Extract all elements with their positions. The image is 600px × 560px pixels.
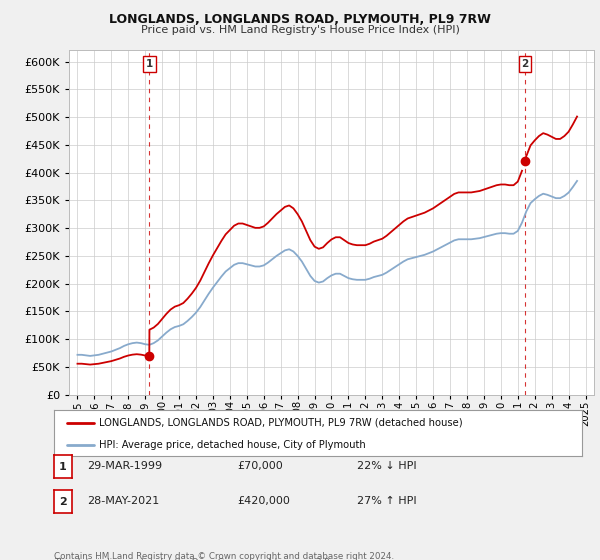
- Text: £420,000: £420,000: [237, 496, 290, 506]
- Text: Price paid vs. HM Land Registry's House Price Index (HPI): Price paid vs. HM Land Registry's House …: [140, 25, 460, 35]
- Text: 1: 1: [59, 462, 67, 472]
- Text: LONGLANDS, LONGLANDS ROAD, PLYMOUTH, PL9 7RW (detached house): LONGLANDS, LONGLANDS ROAD, PLYMOUTH, PL9…: [99, 418, 463, 428]
- Text: This data is licensed under the Open Government Licence v3.0.: This data is licensed under the Open Gov…: [54, 558, 332, 560]
- Text: 22% ↓ HPI: 22% ↓ HPI: [357, 461, 416, 471]
- Text: 29-MAR-1999: 29-MAR-1999: [87, 461, 162, 471]
- Text: Contains HM Land Registry data © Crown copyright and database right 2024.: Contains HM Land Registry data © Crown c…: [54, 552, 394, 560]
- Text: 2: 2: [59, 497, 67, 507]
- Text: HPI: Average price, detached house, City of Plymouth: HPI: Average price, detached house, City…: [99, 440, 365, 450]
- Text: LONGLANDS, LONGLANDS ROAD, PLYMOUTH, PL9 7RW: LONGLANDS, LONGLANDS ROAD, PLYMOUTH, PL9…: [109, 13, 491, 26]
- Text: £70,000: £70,000: [237, 461, 283, 471]
- Text: 2: 2: [521, 59, 529, 69]
- Text: 1: 1: [146, 59, 153, 69]
- Text: 27% ↑ HPI: 27% ↑ HPI: [357, 496, 416, 506]
- Text: 28-MAY-2021: 28-MAY-2021: [87, 496, 159, 506]
